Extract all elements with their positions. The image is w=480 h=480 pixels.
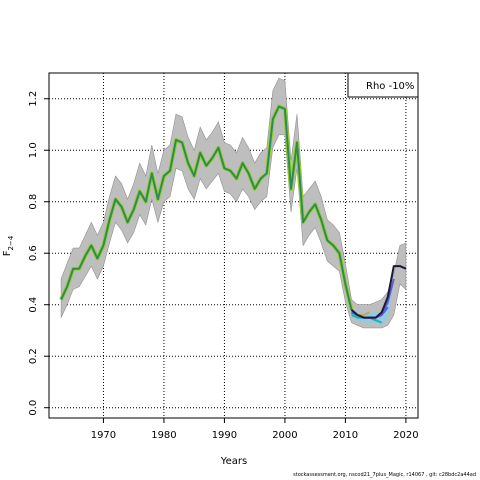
x-tick-label-2010: 2010 (333, 430, 358, 441)
y-tick-label-6: 1.2 (28, 91, 39, 107)
footer-credit: stockassessment.org, nscod21_7plus_Magic… (293, 472, 476, 478)
x-tick-label-1970: 1970 (91, 430, 116, 441)
y-axis-title: F2−4 (2, 235, 15, 256)
y-tick-label-3: 0.6 (28, 245, 39, 261)
y-axis-title-subscript: 2−4 (7, 235, 15, 250)
confidence-band (60, 77, 407, 329)
y-tick-label-0: 0.0 (28, 400, 39, 416)
y-tick-label-5: 1.0 (28, 142, 39, 158)
legend-box (347, 72, 419, 98)
main-series-line (60, 105, 353, 311)
series-layer (59, 104, 407, 324)
plot-frame (48, 72, 419, 419)
x-tick-label-2020: 2020 (393, 430, 418, 441)
legend: Rho -10% (347, 72, 419, 98)
y-tick-label-4: 0.8 (28, 194, 39, 210)
x-tick-label-1980: 1980 (151, 430, 176, 441)
y-axis-title-main: F (2, 250, 13, 256)
x-tick-label-1990: 1990 (212, 430, 237, 441)
svg-text:F2−4: F2−4 (2, 235, 15, 256)
legend-label: Rho -10% (366, 81, 414, 92)
x-axis: 1970 1980 1990 2000 2010 2020 (91, 418, 419, 441)
retro-series-line-5 (350, 265, 407, 319)
x-tick-label-2000: 2000 (272, 430, 297, 441)
y-tick-label-2: 0.4 (28, 297, 39, 313)
y-tick-label-1: 0.2 (28, 348, 39, 364)
y-axis: 0.0 0.2 0.4 0.6 0.8 1.0 1.2 (28, 91, 49, 416)
x-axis-title: Years (220, 456, 247, 467)
